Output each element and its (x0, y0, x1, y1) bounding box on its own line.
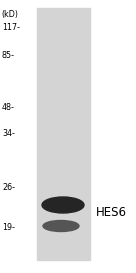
Text: 48-: 48- (2, 102, 15, 111)
Ellipse shape (42, 197, 84, 213)
Bar (37, 8, 90, 260)
Text: 26-: 26- (2, 183, 15, 192)
Text: 85-: 85- (2, 51, 15, 60)
Text: HES6: HES6 (96, 206, 127, 219)
Text: 19-: 19- (2, 224, 15, 233)
Text: 117-: 117- (2, 23, 20, 32)
Ellipse shape (43, 221, 79, 232)
Text: 34-: 34- (2, 129, 15, 138)
Text: (kD): (kD) (1, 10, 18, 19)
